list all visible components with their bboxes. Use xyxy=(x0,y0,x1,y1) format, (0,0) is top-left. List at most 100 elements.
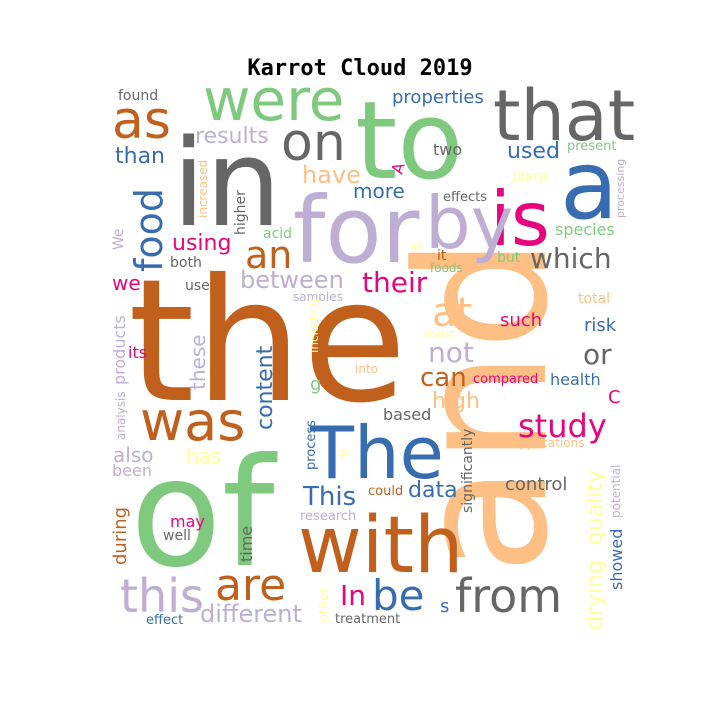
cloud-word-by: by xyxy=(425,181,513,265)
cloud-word-from: from xyxy=(455,569,562,623)
cloud-word-based: based xyxy=(383,405,431,424)
cloud-word-two: two xyxy=(433,140,462,159)
cloud-word-study: study xyxy=(518,407,607,445)
cloud-word-most: most xyxy=(425,327,455,341)
cloud-word-using: using xyxy=(172,231,231,256)
cloud-word-in: in xyxy=(172,115,281,254)
cloud-word-significantly: significantly xyxy=(460,429,476,513)
cloud-word-data: data xyxy=(408,478,458,503)
cloud-word-properties: properties xyxy=(392,87,484,108)
cloud-word-s: s xyxy=(440,596,449,617)
cloud-word-the: the xyxy=(128,243,407,441)
cloud-word-samples: samples xyxy=(293,290,343,304)
cloud-word-not: not xyxy=(428,336,474,369)
cloud-word-could: could xyxy=(368,484,403,499)
cloud-word-treatment: treatment xyxy=(335,612,400,627)
cloud-word-to: to xyxy=(355,79,463,204)
cloud-word-the: The xyxy=(309,411,444,495)
cloud-word-process: process xyxy=(304,420,319,470)
cloud-word-can: can xyxy=(420,363,467,393)
cloud-word-present: present xyxy=(567,139,616,154)
cloud-word-as: as xyxy=(112,91,171,151)
cloud-word-their: their xyxy=(362,266,428,299)
cloud-word-a: a xyxy=(560,131,618,241)
cloud-word-processing: processing xyxy=(614,159,627,218)
cloud-word-acid: acid xyxy=(263,226,292,242)
cloud-word-has: has xyxy=(186,444,221,468)
cloud-word-different: different xyxy=(200,600,302,628)
cloud-word-health: health xyxy=(550,370,601,389)
cloud-word-for: for xyxy=(293,177,420,284)
cloud-word-risk: risk xyxy=(584,315,617,336)
cloud-word-time: time xyxy=(237,526,256,562)
cloud-word-into: into xyxy=(355,362,378,376)
cloud-word-control: control xyxy=(505,474,567,495)
cloud-word-it: it xyxy=(437,248,447,264)
cloud-word-we: we xyxy=(112,271,141,295)
cloud-word-have: have xyxy=(302,161,361,189)
cloud-word-species: species xyxy=(555,220,615,239)
cloud-word-with: with xyxy=(298,501,463,591)
cloud-word-high: high xyxy=(432,389,480,414)
cloud-word-showed: showed xyxy=(607,529,626,590)
cloud-word-also: also xyxy=(113,443,153,467)
cloud-word-and: and xyxy=(379,236,588,575)
cloud-word-this: This xyxy=(302,482,356,512)
cloud-word-p: P xyxy=(340,448,348,464)
chart-title: Karrot Cloud 2019 xyxy=(247,56,473,81)
cloud-word-higher: higher xyxy=(233,190,249,235)
cloud-word-foods: foods xyxy=(430,261,463,275)
cloud-word-drying: drying xyxy=(583,560,608,630)
cloud-word-been: been xyxy=(112,461,152,480)
cloud-word-total: total xyxy=(578,291,610,307)
cloud-word-was: was xyxy=(140,390,245,453)
cloud-word-were: were xyxy=(203,66,344,134)
cloud-word-found: found xyxy=(118,88,158,104)
cloud-word-are: are xyxy=(215,560,286,611)
cloud-word-used: used xyxy=(507,139,560,164)
cloud-word-increased: increased xyxy=(196,160,210,218)
cloud-word-may: may xyxy=(170,512,205,531)
cloud-word-g: g xyxy=(310,374,321,395)
cloud-word-or: or xyxy=(583,338,612,371)
cloud-word-plant: plant xyxy=(512,169,548,185)
cloud-word-on: on xyxy=(281,113,346,173)
cloud-word-be: be xyxy=(372,571,425,620)
cloud-word-both: both xyxy=(170,255,202,271)
cloud-word-these: these xyxy=(186,334,210,390)
cloud-word-products: products xyxy=(110,315,129,385)
cloud-word-but: but xyxy=(497,250,521,266)
cloud-word-well: well xyxy=(163,528,191,544)
cloud-word-an: an xyxy=(245,233,292,277)
cloud-word-at: at xyxy=(432,290,472,336)
cloud-word-research: research xyxy=(300,509,356,524)
cloud-word-food: food xyxy=(127,188,171,272)
cloud-word-this: this xyxy=(120,569,204,623)
cloud-word-effects: effects xyxy=(443,190,487,205)
cloud-word-between: between xyxy=(240,266,344,294)
cloud-word-compared: compared xyxy=(473,372,538,387)
cloud-word-we: We xyxy=(111,228,127,250)
cloud-word-more: more xyxy=(353,179,405,203)
cloud-word-results: results xyxy=(195,124,269,149)
cloud-word-applications: applications xyxy=(512,436,584,450)
cloud-word-c: C xyxy=(608,387,621,408)
cloud-word-including: including xyxy=(307,298,321,353)
cloud-word-its: its xyxy=(128,343,147,362)
cloud-word-which: which xyxy=(530,242,612,275)
cloud-word-that: that xyxy=(493,75,635,157)
cloud-word-all: all xyxy=(410,240,423,253)
cloud-word-is: is xyxy=(490,175,550,263)
cloud-word-than: than xyxy=(115,144,165,169)
cloud-word-of: of xyxy=(130,427,278,601)
cloud-word-a: A xyxy=(388,160,409,176)
cloud-word-analysis: analysis xyxy=(114,391,128,440)
cloud-word-such: such xyxy=(500,310,542,331)
cloud-word-use: use xyxy=(185,278,210,294)
cloud-word-effect: effect xyxy=(146,613,183,628)
cloud-word-during: during xyxy=(110,507,131,565)
cloud-word-potential: potential xyxy=(609,465,623,518)
cloud-word-quality: quality xyxy=(583,470,608,545)
cloud-word-content: content xyxy=(253,345,278,430)
